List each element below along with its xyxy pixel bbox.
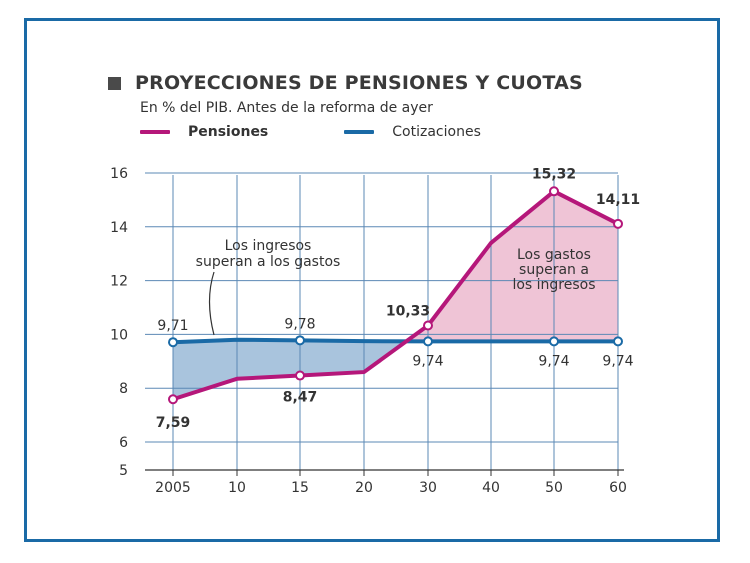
fill-gastos-region — [406, 191, 618, 342]
x-tick-label: 10 — [228, 480, 246, 496]
x-tick-label: 50 — [545, 480, 563, 496]
annotation-pointer — [208, 271, 215, 336]
point-pensiones — [168, 394, 178, 405]
legend-item-cotizaciones: Cotizaciones — [344, 124, 481, 140]
fill-ingresos-region — [173, 339, 407, 400]
data-label-cotizaciones: 9,78 — [284, 316, 315, 332]
point-cotizaciones — [295, 335, 305, 346]
legend-label-pensiones: Pensiones — [188, 124, 269, 140]
point-pensiones — [423, 320, 433, 331]
x-tick-label: 2005 — [155, 480, 191, 496]
title-square-icon — [108, 76, 121, 90]
x-tick-label: 40 — [482, 480, 500, 496]
y-tick-label: 5 — [119, 463, 128, 479]
data-label-pensiones: 10,33 — [386, 304, 430, 320]
data-label-pensiones: 8,47 — [283, 390, 318, 406]
annotation-ingresos: superan a los gastos — [196, 254, 341, 270]
point-cotizaciones — [423, 336, 433, 347]
legend-item-pensiones: Pensiones — [140, 124, 268, 140]
y-tick-label: 6 — [119, 435, 128, 451]
y-tick-label: 12 — [110, 274, 128, 290]
data-label-pensiones: 15,32 — [532, 166, 576, 182]
legend: Pensiones Cotizaciones — [140, 124, 557, 140]
y-tick-label: 10 — [110, 327, 128, 343]
point-pensiones — [613, 218, 623, 229]
y-tick-label: 8 — [119, 381, 128, 397]
legend-swatch-pensiones — [140, 130, 170, 134]
legend-label-cotizaciones: Cotizaciones — [392, 124, 481, 140]
chart-subtitle: En % del PIB. Antes de la reforma de aye… — [140, 100, 433, 116]
data-label-pensiones: 14,11 — [596, 192, 640, 208]
point-cotizaciones — [613, 336, 623, 347]
title-row: PROYECCIONES DE PENSIONES Y CUOTAS — [108, 72, 583, 94]
annotation-gastos: Los gastos — [517, 247, 591, 263]
point-pensiones — [295, 370, 305, 381]
x-tick-label: 60 — [609, 480, 627, 496]
annotation-ingresos: Los ingresos — [225, 238, 312, 254]
chart-title: PROYECCIONES DE PENSIONES Y CUOTAS — [135, 72, 583, 94]
legend-swatch-cotizaciones — [344, 130, 375, 134]
y-tick-label: 16 — [110, 166, 128, 182]
point-cotizaciones — [168, 337, 178, 348]
series-line-cotizaciones — [172, 337, 618, 345]
annotation-gastos: los ingresos — [512, 277, 595, 293]
series-line-pensiones — [172, 189, 619, 402]
point-cotizaciones — [549, 336, 559, 347]
annotation-gastos: superan a — [519, 262, 589, 278]
data-label-pensiones: 7,59 — [156, 415, 191, 431]
x-tick-label: 30 — [419, 480, 437, 496]
data-label-cotizaciones: 9,74 — [412, 353, 443, 369]
y-tick-label: 14 — [110, 220, 128, 236]
x-tick-label: 20 — [355, 480, 373, 496]
data-label-cotizaciones: 9,71 — [157, 318, 188, 334]
x-tick-label: 15 — [291, 480, 309, 496]
data-label-cotizaciones: 9,74 — [538, 353, 569, 369]
point-pensiones — [549, 186, 559, 197]
data-label-cotizaciones: 9,74 — [602, 353, 633, 369]
